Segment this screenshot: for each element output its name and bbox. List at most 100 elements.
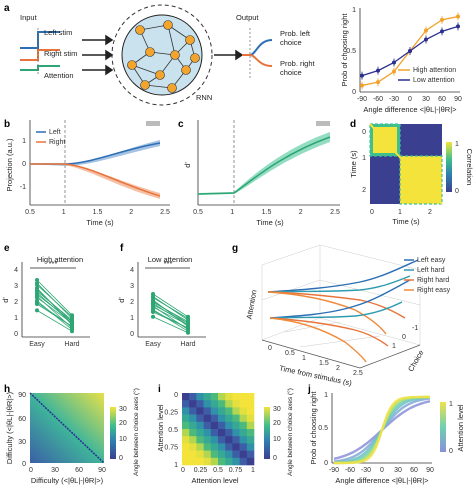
attention-label: Attention <box>44 71 74 80</box>
i-cell <box>182 400 190 408</box>
g-trajectory <box>269 301 403 319</box>
a-ytick-1: 0.5 <box>346 48 356 55</box>
h-colorbar <box>110 407 116 459</box>
j-cbar-label: Attention level <box>456 404 465 451</box>
c-xticks-tick: 2 <box>299 209 303 216</box>
rnn-node <box>145 47 155 57</box>
i-cell <box>246 414 255 423</box>
panel-g-letter: g <box>232 243 238 254</box>
a-ylabel: Prob of choosing right <box>340 13 349 87</box>
panel-d-letter: d <box>350 119 356 130</box>
pair-point <box>151 314 155 319</box>
rnn-label: RNN <box>196 93 212 102</box>
b-xticks-tick: 0.5 <box>25 209 35 216</box>
d-cbar-tick-1: 1 <box>455 141 459 148</box>
i-cell <box>189 400 197 408</box>
i-cell <box>203 414 212 423</box>
pair-point <box>186 330 190 335</box>
i-xlabel: Attention level <box>191 476 238 485</box>
i-ytick: 0.5 <box>168 427 178 434</box>
j-xticks-tick: 90 <box>426 467 434 474</box>
i-heatmap <box>182 393 255 466</box>
pair-line <box>152 296 189 321</box>
rnn-body <box>121 14 203 96</box>
j-xlabel: Angle difference <|θL|-|θR|> <box>335 476 429 485</box>
i-cell <box>246 450 255 459</box>
pf-ytick: 3 <box>14 283 18 290</box>
g-ytick: -1 <box>412 325 418 332</box>
i-cell <box>196 400 204 408</box>
panel-d: d 0 1 2 0 1 2 Time (s) Time (s) 1 0 Corr… <box>349 119 474 226</box>
panel-g: g 00.511.522.510-1 Attention Time from s… <box>232 243 451 388</box>
f-significance: *** <box>164 259 173 268</box>
pf-ytick: 1 <box>130 315 134 322</box>
i-cell <box>218 450 226 459</box>
j-curve <box>334 395 430 465</box>
d-cbar-label: Correlation <box>465 149 474 186</box>
panel-b-letter: b <box>4 119 10 130</box>
e-significance: *** <box>49 259 58 268</box>
input-arrows <box>82 34 114 76</box>
panel-a-letter: a <box>4 3 10 14</box>
output-arrow <box>214 49 244 61</box>
i-cell <box>232 436 240 444</box>
h-ytick-60: 60 <box>18 416 26 423</box>
rnn-network <box>127 20 200 93</box>
h-cbar-30: 30 <box>119 406 127 413</box>
a-xtick: 0 <box>408 96 412 103</box>
pair-line <box>36 303 73 327</box>
g-xtick: 2 <box>336 365 340 372</box>
i-cell <box>203 436 212 444</box>
i-xtick: 1 <box>251 467 255 474</box>
rnn-node <box>127 60 137 70</box>
g-trajectory <box>269 317 389 347</box>
pair-point <box>151 310 155 314</box>
right-stim-label: Right stim <box>44 49 77 58</box>
pair-point <box>70 321 74 326</box>
a-xtick: 30 <box>422 96 430 103</box>
d-xtick-2: 2 <box>428 209 432 216</box>
a-xtick: 60 <box>438 96 446 103</box>
i-xtick: 0.5 <box>213 467 223 474</box>
i-cell <box>225 414 233 423</box>
a-point <box>440 29 444 34</box>
c-xlabel: Time (s) <box>256 218 284 227</box>
f-title: Low attention <box>148 255 193 264</box>
pf-xtick-hard: Hard <box>180 341 195 348</box>
i-xtick: 0 <box>181 467 185 474</box>
panel-e: e High attention *** 4 3 2 1 0 Easy Hard d' <box>1 243 90 348</box>
i-cell <box>225 393 233 401</box>
i-cell <box>182 393 190 401</box>
i-cell <box>218 443 226 451</box>
a-ytick-2: 1 <box>352 7 356 14</box>
pair-line <box>152 311 189 329</box>
pair-line <box>152 305 189 330</box>
i-cell <box>232 421 240 430</box>
pair-point <box>70 324 74 329</box>
i-colorbar <box>264 407 270 459</box>
pair-line <box>36 287 73 326</box>
i-cell <box>239 436 248 444</box>
j-xticks-tick: -60 <box>345 467 355 474</box>
i-cell <box>203 407 212 415</box>
i-cell <box>218 407 226 415</box>
prob-right-label-2: choice <box>280 68 302 77</box>
i-cbar-0: 0 <box>273 455 277 462</box>
a-xlabel: Angle difference <|θL|-|θR|> <box>363 105 457 114</box>
b-xticks-tick: 2 <box>129 209 133 216</box>
i-cell <box>189 393 197 401</box>
rnn-node <box>170 50 180 60</box>
j-xticks-tick: -30 <box>361 467 371 474</box>
a-point <box>456 24 460 29</box>
i-cell <box>182 443 190 451</box>
panel-c-letter: c <box>178 119 184 130</box>
h-cbar-20: 20 <box>119 420 127 427</box>
rnn-node <box>140 80 150 90</box>
i-cell <box>225 450 233 459</box>
i-cell <box>196 443 204 451</box>
d-ylabel: Time (s) <box>349 150 358 178</box>
i-cell <box>210 421 219 430</box>
pair-point <box>35 278 39 282</box>
b-ytick-0: 0 <box>22 161 26 168</box>
i-cell <box>196 407 204 415</box>
